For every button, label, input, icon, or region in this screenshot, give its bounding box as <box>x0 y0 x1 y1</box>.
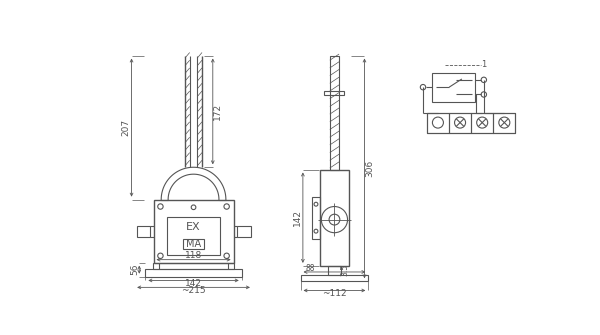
Bar <box>167 216 220 255</box>
Text: MA: MA <box>186 239 201 249</box>
Bar <box>427 113 515 133</box>
Text: 118: 118 <box>185 251 202 260</box>
Bar <box>325 91 344 95</box>
Text: 306: 306 <box>365 160 374 177</box>
Bar <box>154 200 233 263</box>
Text: 142: 142 <box>185 279 202 288</box>
Text: 1: 1 <box>481 60 487 69</box>
Text: 3.5: 3.5 <box>340 264 349 276</box>
Bar <box>137 226 151 237</box>
Text: 207: 207 <box>122 119 131 136</box>
Bar <box>328 266 341 275</box>
Text: 142: 142 <box>293 209 302 226</box>
Bar <box>471 113 493 133</box>
Text: 88: 88 <box>305 264 314 273</box>
Bar <box>183 239 205 249</box>
Text: ~215: ~215 <box>181 286 206 295</box>
Bar <box>330 56 339 170</box>
Text: 172: 172 <box>213 103 222 120</box>
Bar <box>312 197 320 239</box>
Bar <box>236 226 251 237</box>
Text: EX: EX <box>186 222 201 232</box>
Text: ~112: ~112 <box>322 289 347 298</box>
Bar <box>301 275 368 281</box>
Bar <box>320 170 349 266</box>
Bar <box>153 263 234 269</box>
Bar <box>449 113 471 133</box>
Bar <box>427 113 449 133</box>
Text: 56: 56 <box>130 264 139 275</box>
Bar <box>432 73 475 102</box>
Bar <box>145 269 242 277</box>
Bar <box>493 113 515 133</box>
